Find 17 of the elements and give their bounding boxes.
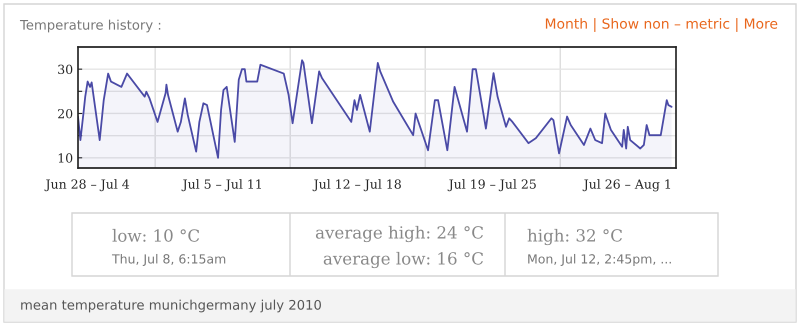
- y-tick-label: 10: [58, 153, 72, 163]
- text: Month | Show non – metric | More: [546, 18, 778, 32]
- text: high: 32 °C: [528, 228, 622, 246]
- y-tick-label: 20: [58, 108, 72, 118]
- text: average high: 24 °C: [316, 226, 483, 242]
- text: low: 10 °C: [112, 228, 200, 242]
- x-tick-label: Jul 19 – Jul 25: [448, 179, 536, 192]
- x-tick-label: Jul 5 – Jul 11: [182, 179, 261, 192]
- x-tick-label: Jul 12 – Jul 18: [312, 179, 401, 192]
- text: Mon, Jul 12, 2:45pm, ...: [528, 254, 671, 266]
- text: Thu, Jul 8, 6:15am: [112, 254, 226, 266]
- x-tick-label: Jul 26 – Aug 1: [582, 179, 670, 192]
- text: mean temperature munichgermany july 2010: [21, 300, 321, 312]
- chart-title: Temperature history :: [20, 20, 160, 32]
- x-tick-label: Jun 28 – Jul 4: [44, 179, 130, 192]
- y-tick-label: 30: [58, 64, 72, 74]
- text: average low: 16 °C: [324, 252, 483, 268]
